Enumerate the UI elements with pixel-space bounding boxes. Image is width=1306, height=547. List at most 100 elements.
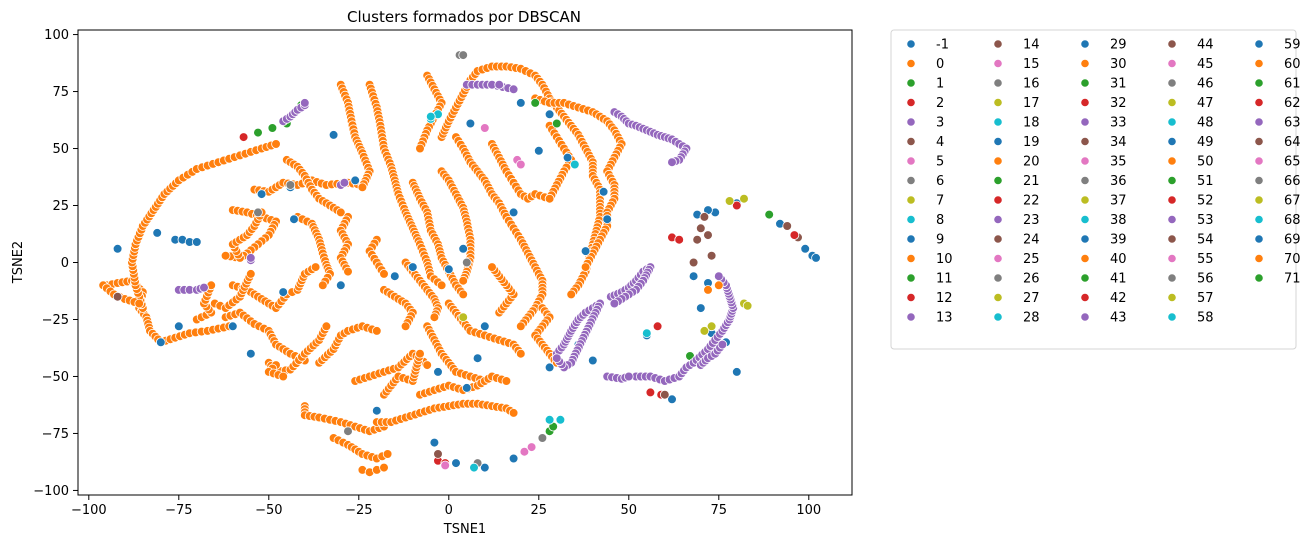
data-point (343, 426, 353, 437)
y-tick-label: 25 (52, 199, 69, 214)
legend-entry: -1 (906, 38, 949, 53)
legend-marker (1080, 214, 1090, 225)
x-tick-label: 100 (796, 503, 821, 518)
legend-entry: 21 (993, 174, 1040, 189)
data-point (357, 182, 368, 193)
legend-label: 21 (1023, 174, 1040, 189)
legend-entry: 33 (1080, 116, 1127, 131)
legend-marker (906, 253, 916, 264)
legend-entry: 60 (1254, 57, 1301, 72)
data-point (440, 460, 451, 471)
data-point (321, 321, 332, 332)
legend-marker (1080, 117, 1090, 127)
data-point (400, 321, 411, 332)
legend-entry: 61 (1254, 77, 1301, 92)
data-point (717, 339, 728, 350)
legend-marker (906, 117, 916, 127)
legend-label: 39 (1110, 233, 1127, 248)
legend-label: 51 (1197, 174, 1214, 189)
data-point (407, 262, 418, 272)
data-point (469, 462, 479, 473)
legend-marker (1167, 312, 1177, 322)
legend-marker (993, 273, 1003, 283)
data-point (587, 355, 598, 366)
legend-label: 43 (1110, 311, 1127, 326)
x-tick-label: 25 (531, 503, 548, 518)
data-point (156, 337, 166, 348)
legend-label: 23 (1023, 213, 1040, 228)
data-point (299, 98, 310, 108)
legend-label: 2 (936, 96, 944, 111)
x-axis-title: TSNE1 (443, 522, 486, 537)
legend-label: 0 (936, 57, 944, 72)
data-point (782, 221, 792, 231)
legend-label: 29 (1110, 38, 1127, 53)
legend-label: 45 (1197, 57, 1214, 72)
legend-label: 48 (1197, 116, 1214, 131)
data-point (699, 326, 710, 336)
legend-label: 71 (1284, 272, 1301, 287)
data-point (479, 321, 490, 332)
legend-marker (1080, 273, 1090, 283)
y-tick-label: 100 (44, 28, 69, 43)
data-point (487, 262, 497, 272)
data-point (379, 462, 389, 473)
series-13 (299, 98, 310, 108)
legend-marker (993, 175, 1003, 186)
data-point (598, 187, 609, 197)
legend-label: 32 (1110, 96, 1127, 111)
data-point (429, 312, 440, 323)
legend-entry: 71 (1254, 272, 1301, 287)
legend-label: 33 (1110, 116, 1127, 131)
data-point (328, 130, 339, 140)
data-point (602, 214, 612, 225)
y-tick-label: −25 (42, 313, 69, 328)
legend-entry: 25 (993, 252, 1040, 267)
legend-entry: 6 (906, 174, 944, 189)
data-point (228, 321, 238, 332)
legend-entry: 17 (993, 96, 1040, 111)
data-point (458, 275, 469, 286)
data-point (451, 458, 461, 468)
data-point (458, 312, 469, 323)
legend-entry: 59 (1254, 38, 1301, 53)
data-point (508, 84, 519, 95)
data-point (764, 209, 774, 220)
legend-marker (993, 195, 1003, 205)
data-point (508, 207, 519, 218)
legend-label: 44 (1197, 38, 1214, 53)
legend-marker (1254, 214, 1264, 225)
legend-entry: 50 (1167, 155, 1214, 170)
legend-entry: 42 (1080, 291, 1127, 306)
data-point (526, 442, 537, 452)
data-point (238, 132, 249, 142)
legend-marker (993, 156, 1003, 166)
legend-label: 37 (1110, 194, 1127, 209)
legend-label: 18 (1023, 116, 1040, 131)
data-point (645, 387, 656, 398)
legend-label: 49 (1197, 135, 1214, 150)
data-point (609, 298, 620, 309)
legend-entry: 0 (906, 57, 944, 72)
chart-title: Clusters formados por DBSCAN (347, 8, 581, 26)
legend-entry: 10 (906, 252, 953, 267)
legend-marker (993, 292, 1003, 303)
x-axis-ticks: −100 −75 −50 −25 0 25 50 75 100 (71, 495, 821, 518)
legend-label: 53 (1197, 213, 1214, 228)
data-point (508, 408, 519, 418)
data-point (623, 371, 634, 382)
data-point (551, 353, 562, 364)
legend-marker (1254, 234, 1264, 244)
legend-marker (906, 78, 916, 88)
data-point (566, 289, 576, 300)
legend-marker (906, 58, 916, 69)
legend-entry: 16 (993, 77, 1040, 92)
data-point (731, 367, 742, 377)
legend-marker (1167, 273, 1177, 283)
legend-label: 59 (1284, 38, 1301, 53)
legend-label: 24 (1023, 233, 1040, 248)
series-9 (156, 234, 202, 348)
legend-entry: 51 (1167, 174, 1214, 189)
legend-marker (1167, 234, 1177, 244)
